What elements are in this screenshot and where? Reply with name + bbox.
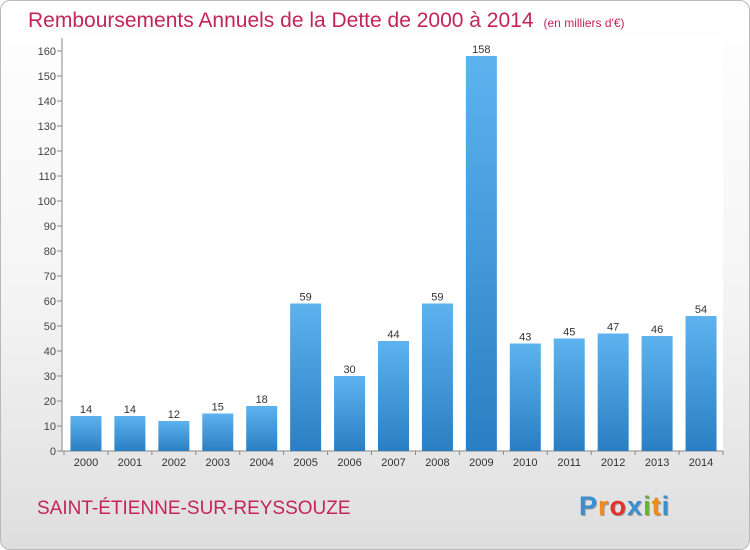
bar-value-label: 54 (695, 304, 707, 316)
bar-value-label: 44 (387, 329, 399, 341)
x-tick-label: 2009 (469, 457, 493, 469)
logo-letter: o (609, 491, 628, 521)
logo-letter: x (627, 491, 644, 521)
y-tick-label: 160 (38, 46, 56, 58)
bar (290, 303, 322, 451)
x-tick-label: 2004 (249, 457, 273, 469)
y-tick-label: 110 (38, 171, 56, 183)
proxiti-logo: Proxiti (579, 491, 670, 522)
bar (114, 416, 146, 451)
y-tick-label: 50 (44, 321, 56, 333)
bar (158, 421, 190, 451)
bar-value-label: 59 (431, 292, 443, 304)
x-tick-label: 2008 (425, 457, 449, 469)
x-tick-label: 2005 (293, 457, 317, 469)
y-tick-label: 60 (44, 296, 56, 308)
bar-value-label: 12 (168, 409, 180, 421)
y-tick-label: 100 (38, 196, 56, 208)
bar (641, 336, 673, 451)
x-tick-label: 2012 (601, 457, 625, 469)
bar (421, 303, 453, 451)
bar (597, 333, 629, 451)
x-tick-label: 2001 (118, 457, 142, 469)
bar (378, 341, 409, 451)
y-tick-label: 90 (44, 221, 56, 233)
chart-title: Remboursements Annuels de la Dette de 20… (28, 9, 625, 33)
bar (553, 338, 585, 451)
logo-letter: r (598, 491, 610, 521)
x-tick-label: 2007 (381, 457, 405, 469)
x-tick-label: 2013 (645, 457, 669, 469)
x-tick-label: 2002 (162, 457, 186, 469)
bar (509, 343, 541, 451)
commune-name: SAINT-ÉTIENNE-SUR-REYSSOUZE (37, 498, 351, 519)
bar-value-label: 45 (563, 327, 575, 339)
bar-value-label: 46 (651, 324, 663, 336)
x-tick-label: 2003 (206, 457, 230, 469)
logo-letter: i (643, 491, 652, 521)
y-tick-label: 10 (44, 421, 56, 433)
bar (70, 416, 102, 451)
x-tick-label: 2010 (513, 457, 537, 469)
logo-letter: t (651, 491, 662, 521)
y-tick-label: 120 (38, 146, 56, 158)
y-tick-label: 40 (44, 346, 56, 358)
unit-label: (en milliers d'€) (543, 16, 625, 30)
logo-letter: i (661, 491, 671, 521)
y-tick-label: 140 (38, 96, 56, 108)
bar-value-label: 15 (212, 402, 224, 414)
y-tick-label: 20 (44, 396, 56, 408)
x-tick-label: 2014 (689, 457, 713, 469)
logo-letter: P (579, 491, 599, 521)
bar-value-label: 47 (607, 322, 619, 334)
y-tick-label: 130 (38, 121, 56, 133)
y-tick-label: 70 (44, 271, 56, 283)
y-tick-label: 150 (38, 71, 56, 83)
y-tick-label: 30 (44, 371, 56, 383)
bar-value-label: 30 (343, 364, 355, 376)
bar-value-label: 18 (256, 394, 268, 406)
bar-value-label: 59 (300, 292, 312, 304)
bar (334, 376, 366, 451)
x-tick-label: 2006 (337, 457, 361, 469)
title-text: Remboursements Annuels de la Dette de 20… (28, 9, 534, 32)
bar-value-label: 158 (472, 44, 490, 56)
bar-value-label: 43 (519, 332, 531, 344)
bar (685, 316, 717, 451)
y-tick-label: 80 (44, 246, 56, 258)
y-tick-label: 0 (50, 446, 56, 458)
bar (465, 56, 497, 451)
x-tick-label: 2011 (557, 457, 581, 469)
bar-value-label: 14 (80, 404, 92, 416)
bar-value-label: 14 (124, 404, 136, 416)
x-tick-label: 2000 (74, 457, 98, 469)
bar (246, 406, 278, 451)
bar (202, 413, 234, 451)
